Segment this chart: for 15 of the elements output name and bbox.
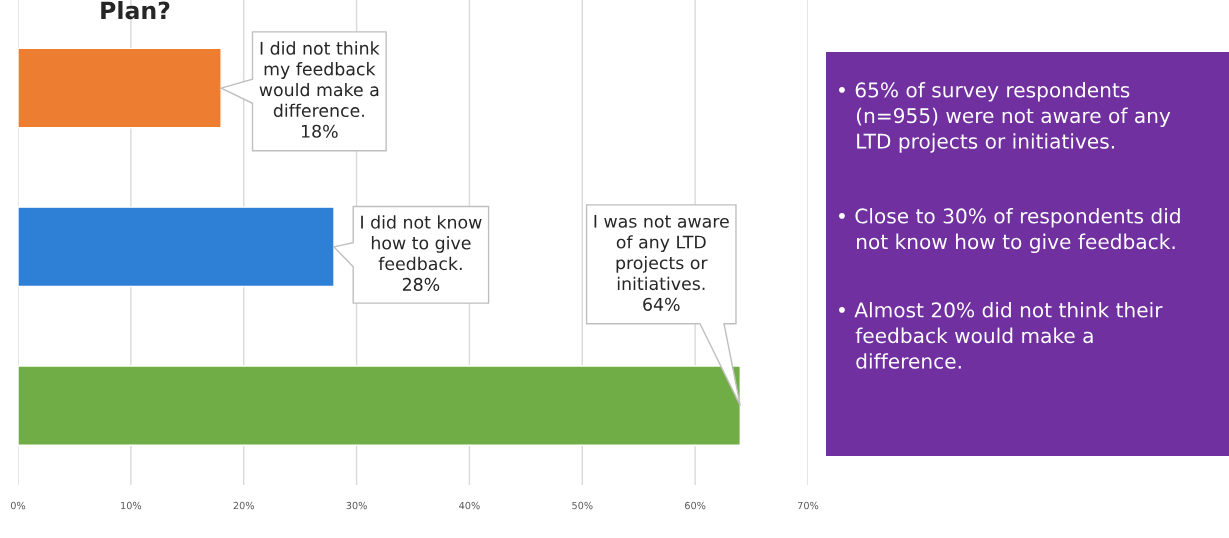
chart-title: Plan? (101, 1, 170, 20)
text: • 65% of survey respondents (n=955) were not aware of any LTD projects or initiatives. (839, 82, 1171, 153)
x-tick-label: 60% (685, 501, 706, 510)
annotation: I was not aware of any LTD projects or initiatives. 64% (594, 214, 729, 311)
x-tick-label: 20% (233, 501, 254, 510)
annotation: I did not think my feedback would make a difference. 18% (259, 41, 380, 138)
text: • Almost 20% did not think their feedback would make a difference. (839, 302, 1163, 369)
x-tick-label: 50% (572, 501, 593, 510)
x-tick-label: 10% (121, 501, 142, 510)
x-tick-label: 70% (797, 501, 819, 510)
x-tick-label: 30% (346, 501, 367, 510)
annotation: I did not know how to give feedback. 28% (361, 215, 482, 291)
x-tick-label: 0% (10, 501, 26, 510)
text: • Close to 30% of respondents did not know how to give feedback. (839, 208, 1180, 254)
x-tick-label: 40% (459, 501, 480, 510)
